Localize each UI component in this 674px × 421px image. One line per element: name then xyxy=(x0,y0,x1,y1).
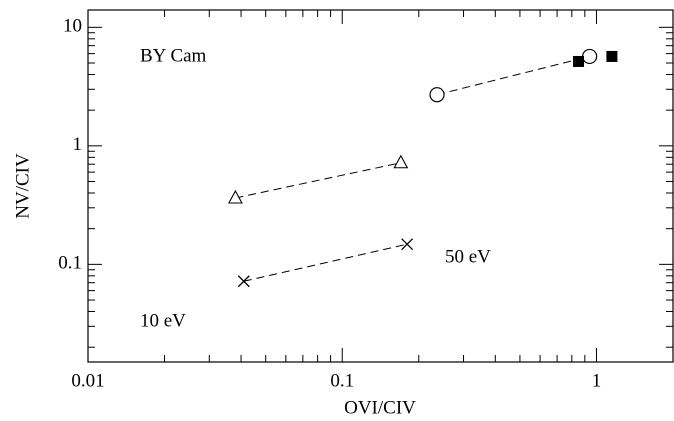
point xyxy=(401,238,414,251)
y-tick-label: 0.1 xyxy=(58,253,82,274)
point xyxy=(606,50,618,62)
annotation: 10 eV xyxy=(140,310,186,331)
x-tick-label: 0.01 xyxy=(71,370,104,391)
x-tick-label: 1 xyxy=(592,370,602,391)
point xyxy=(582,48,598,65)
x-tick-label: 0.1 xyxy=(330,370,354,391)
connector-line xyxy=(436,55,590,96)
point xyxy=(573,55,585,67)
point xyxy=(429,87,445,103)
annotation: BY Cam xyxy=(140,45,207,66)
plot-frame xyxy=(87,9,674,363)
point xyxy=(227,189,243,204)
x-axis-label: OVI/CIV xyxy=(344,397,416,418)
annotation: 50 eV xyxy=(445,246,491,267)
point xyxy=(393,154,409,169)
y-tick-label: 1 xyxy=(73,134,83,155)
connector-line xyxy=(235,162,401,199)
y-axis-label: NV/CIV xyxy=(12,153,33,219)
y-tick-label: 10 xyxy=(63,16,82,37)
connector-line xyxy=(243,243,408,282)
point xyxy=(237,275,250,288)
